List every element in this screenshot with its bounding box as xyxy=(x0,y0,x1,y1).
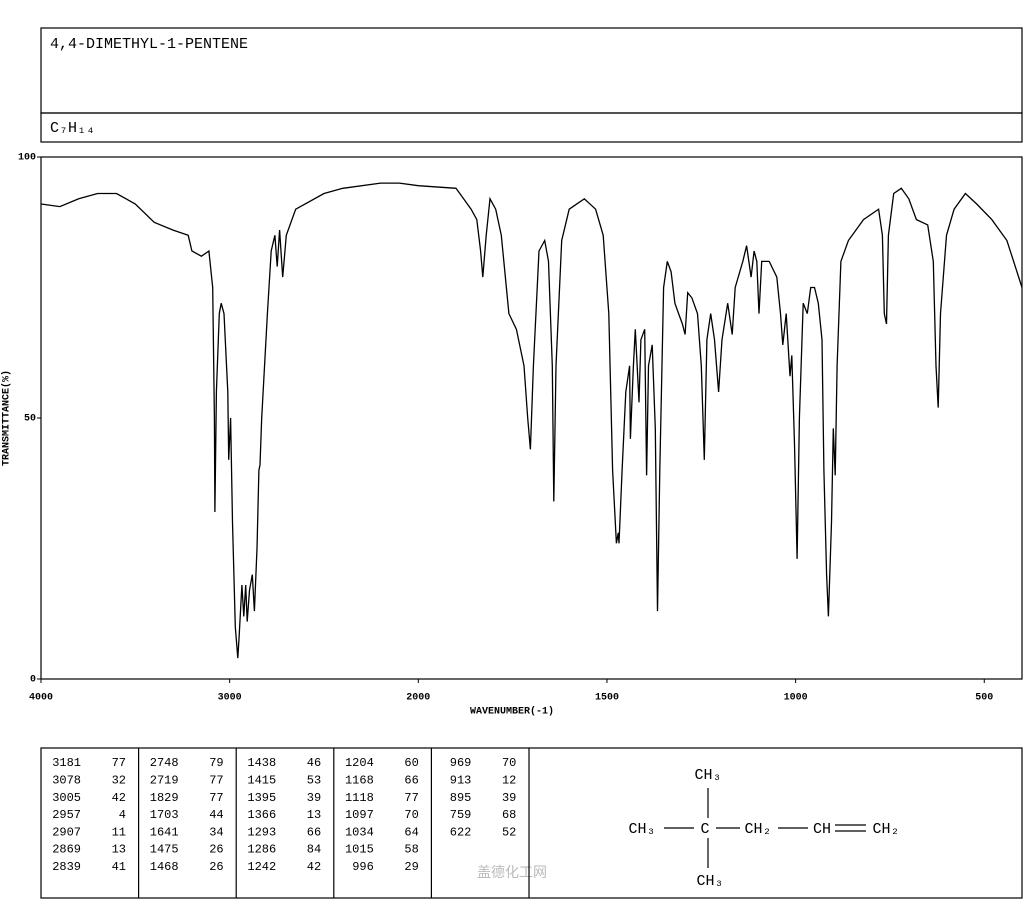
peak-wavenumber: 1475 xyxy=(150,843,179,857)
peak-wavenumber: 622 xyxy=(450,825,472,839)
x-tick-label: 2000 xyxy=(406,693,430,704)
y-axis-label: TRANSMITTANCE(%) xyxy=(1,370,13,466)
compound-name: 4,4-DIMETHYL-1-PENTENE xyxy=(50,36,248,53)
group-label: CH xyxy=(813,821,831,838)
y-tick-label: 0 xyxy=(30,675,36,686)
peak-wavenumber: 3181 xyxy=(52,756,81,770)
peak-transmittance: 26 xyxy=(209,860,223,874)
group-label: CH₂ xyxy=(744,821,771,838)
peak-transmittance: 77 xyxy=(404,791,418,805)
peak-wavenumber: 1015 xyxy=(345,843,374,857)
x-axis-label: WAVENUMBER(-1) xyxy=(470,706,554,718)
peak-wavenumber: 3078 xyxy=(52,773,81,787)
peak-wavenumber: 1286 xyxy=(247,843,276,857)
peak-wavenumber: 913 xyxy=(450,773,472,787)
peak-transmittance: 39 xyxy=(502,791,516,805)
structure xyxy=(664,788,866,868)
peak-transmittance: 41 xyxy=(112,860,126,874)
peak-wavenumber: 1703 xyxy=(150,808,179,822)
formula-box xyxy=(40,112,1023,143)
peak-transmittance: 13 xyxy=(112,843,126,857)
peak-transmittance: 4 xyxy=(119,808,126,822)
peak-transmittance: 60 xyxy=(404,756,418,770)
peak-transmittance: 12 xyxy=(502,773,516,787)
peak-wavenumber: 1438 xyxy=(247,756,276,770)
peak-transmittance: 79 xyxy=(209,756,223,770)
peak-transmittance: 64 xyxy=(404,825,418,839)
peak-transmittance: 70 xyxy=(502,756,516,770)
peak-wavenumber: 1168 xyxy=(345,773,374,787)
peak-transmittance: 34 xyxy=(209,825,223,839)
x-tick-label: 1500 xyxy=(595,693,619,704)
peak-wavenumber: 2869 xyxy=(52,843,81,857)
peak-transmittance: 53 xyxy=(307,773,321,787)
group-label: CH₃ xyxy=(694,767,721,784)
peak-wavenumber: 2839 xyxy=(52,860,81,874)
group-label: CH₃ xyxy=(628,821,655,838)
group-label: CH₂ xyxy=(872,821,899,838)
peak-transmittance: 11 xyxy=(112,825,126,839)
peak-wavenumber: 996 xyxy=(352,860,374,874)
x-tick-label: 500 xyxy=(975,693,993,704)
peak-transmittance: 77 xyxy=(112,756,126,770)
y-tick-label: 50 xyxy=(24,414,36,425)
peak-wavenumber: 1204 xyxy=(345,756,374,770)
peak-wavenumber: 969 xyxy=(450,756,472,770)
peak-wavenumber: 2748 xyxy=(150,756,179,770)
peak-transmittance: 52 xyxy=(502,825,516,839)
peak-transmittance: 42 xyxy=(307,860,321,874)
x-tick-label: 3000 xyxy=(218,693,242,704)
peak-transmittance: 42 xyxy=(112,791,126,805)
peak-wavenumber: 2957 xyxy=(52,808,81,822)
peak-wavenumber: 1293 xyxy=(247,825,276,839)
peak-transmittance: 32 xyxy=(112,773,126,787)
peak-wavenumber: 1366 xyxy=(247,808,276,822)
peak-transmittance: 44 xyxy=(209,808,223,822)
spectrum-line xyxy=(40,182,1023,659)
peak-wavenumber: 1468 xyxy=(150,860,179,874)
peak-transmittance: 66 xyxy=(307,825,321,839)
group-label: CH₃ xyxy=(696,873,723,890)
peak-transmittance: 29 xyxy=(404,860,418,874)
y-tick-label: 100 xyxy=(18,153,36,164)
peak-transmittance: 68 xyxy=(502,808,516,822)
peak-wavenumber: 1242 xyxy=(247,860,276,874)
peak-wavenumber: 1415 xyxy=(247,773,276,787)
peak-transmittance: 84 xyxy=(307,843,321,857)
peak-transmittance: 26 xyxy=(209,843,223,857)
x-tick-label: 4000 xyxy=(29,693,53,704)
watermark: 盖德化工网 xyxy=(477,865,547,881)
peak-transmittance: 77 xyxy=(209,773,223,787)
peak-wavenumber: 2907 xyxy=(52,825,81,839)
peak-wavenumber: 2719 xyxy=(150,773,179,787)
peak-transmittance: 66 xyxy=(404,773,418,787)
peak-transmittance: 46 xyxy=(307,756,321,770)
peak-transmittance: 77 xyxy=(209,791,223,805)
group-label: C xyxy=(700,821,709,838)
peak-wavenumber: 1641 xyxy=(150,825,179,839)
peak-wavenumber: 1034 xyxy=(345,825,374,839)
peak-transmittance: 58 xyxy=(404,843,418,857)
peak-transmittance: 39 xyxy=(307,791,321,805)
formula: C₇H₁₄ xyxy=(50,120,95,137)
x-tick-label: 1000 xyxy=(784,693,808,704)
peak-wavenumber: 1395 xyxy=(247,791,276,805)
peak-wavenumber: 895 xyxy=(450,791,472,805)
peak-wavenumber: 759 xyxy=(450,808,472,822)
peak-table-box xyxy=(40,747,1023,899)
peak-wavenumber: 1097 xyxy=(345,808,374,822)
peak-wavenumber: 3005 xyxy=(52,791,81,805)
peak-transmittance: 70 xyxy=(404,808,418,822)
peak-transmittance: 13 xyxy=(307,808,321,822)
peak-wavenumber: 1118 xyxy=(345,791,374,805)
peak-wavenumber: 1829 xyxy=(150,791,179,805)
